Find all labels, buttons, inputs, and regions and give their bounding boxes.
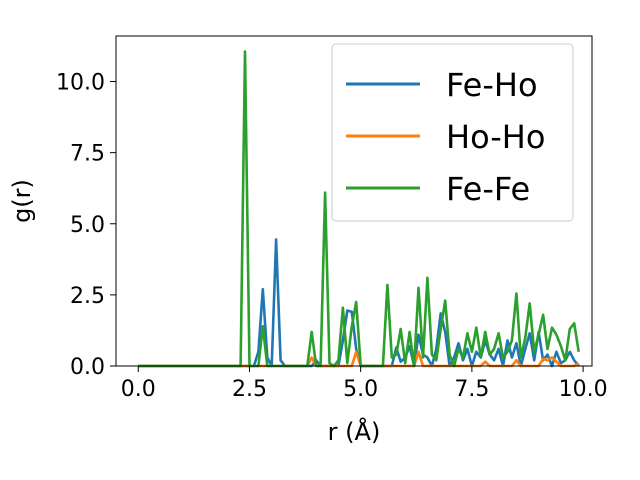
- x-tick-label: 0.0: [121, 377, 156, 402]
- y-axis-label: g(r): [8, 179, 36, 223]
- x-axis-label: r (Å): [328, 417, 381, 446]
- legend-label-fe-fe: Fe-Fe: [446, 170, 530, 208]
- x-tick-label: 10.0: [559, 377, 608, 402]
- series-line-fe-fe: [138, 50, 580, 368]
- legend-label-ho-ho: Ho-Ho: [446, 118, 545, 156]
- x-tick-label: 2.5: [232, 377, 267, 402]
- legend: Fe-Ho Ho-Ho Fe-Fe: [331, 43, 574, 222]
- y-tick-label: 5.0: [70, 213, 105, 238]
- plot-frame: [115, 35, 593, 367]
- x-tick-label: 7.5: [454, 377, 489, 402]
- legend-label-fe-ho: Fe-Ho: [446, 66, 538, 104]
- y-tick-label: 0.0: [70, 355, 105, 380]
- tick-layer: 0.0 2.5 5.0 7.5 10.0 0.0 2.5 5.0 7.5 10.0: [56, 71, 608, 402]
- y-tick-label: 2.5: [70, 284, 105, 309]
- y-tick-label: 10.0: [56, 71, 105, 96]
- legend-box: [331, 43, 574, 222]
- y-tick-label: 7.5: [70, 142, 105, 167]
- x-tick-label: 5.0: [343, 377, 378, 402]
